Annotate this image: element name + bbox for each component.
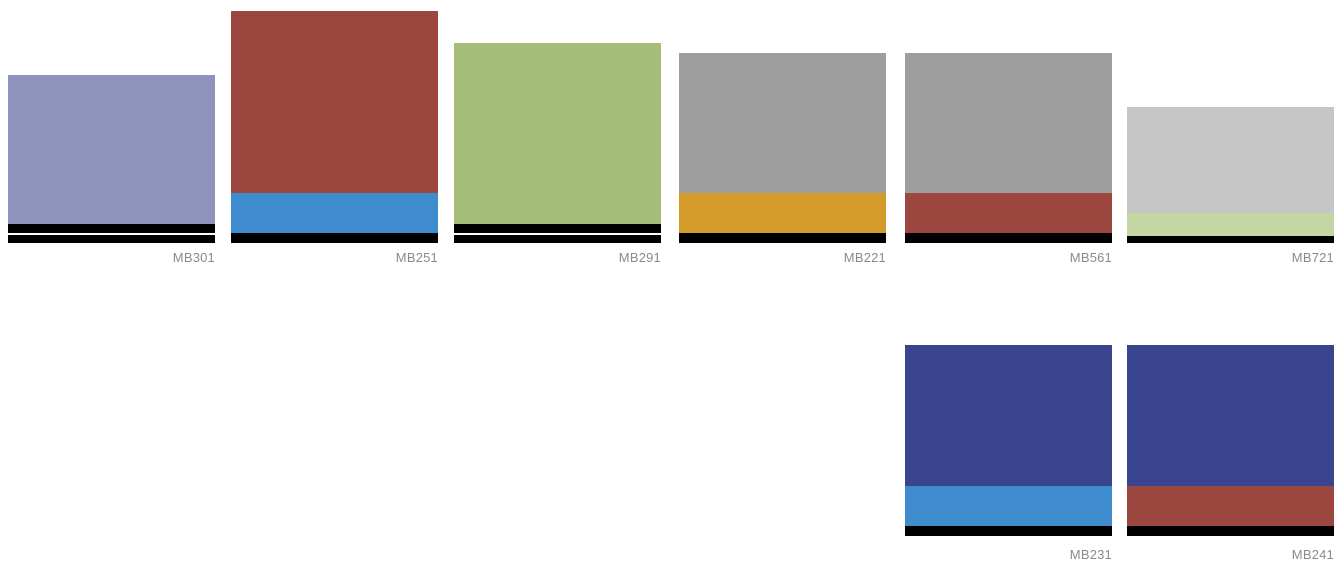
swatch-mb231[interactable]: MB231 bbox=[905, 300, 1112, 562]
color-band bbox=[231, 11, 438, 193]
color-band bbox=[454, 233, 661, 235]
color-band bbox=[1127, 486, 1334, 526]
swatch-color-stack bbox=[231, 11, 438, 243]
swatch-color-stack bbox=[679, 53, 886, 243]
color-band bbox=[1127, 236, 1334, 243]
swatch-mb221[interactable]: MB221 bbox=[679, 0, 886, 275]
color-band bbox=[231, 193, 438, 233]
color-band bbox=[8, 224, 215, 233]
swatch-mb291[interactable]: MB291 bbox=[454, 0, 661, 275]
swatch-color-stack bbox=[8, 75, 215, 243]
swatch-color-stack bbox=[454, 43, 661, 243]
swatch-mb561[interactable]: MB561 bbox=[905, 0, 1112, 275]
color-band bbox=[679, 193, 886, 233]
swatch-label: MB301 bbox=[172, 250, 215, 265]
swatch-color-stack bbox=[1127, 107, 1334, 243]
color-band bbox=[905, 486, 1112, 526]
swatch-label: MB251 bbox=[395, 250, 438, 265]
color-band bbox=[8, 75, 215, 224]
color-band bbox=[231, 233, 438, 243]
color-band bbox=[905, 233, 1112, 243]
swatch-label: MB221 bbox=[843, 250, 886, 265]
swatch-color-stack bbox=[905, 53, 1112, 243]
color-band bbox=[8, 233, 215, 235]
color-band bbox=[1127, 213, 1334, 236]
color-band bbox=[905, 193, 1112, 233]
color-band bbox=[1127, 526, 1334, 536]
swatch-mb251[interactable]: MB251 bbox=[231, 0, 438, 275]
swatch-color-stack bbox=[1127, 345, 1334, 536]
swatch-color-stack bbox=[905, 345, 1112, 536]
swatch-mb301[interactable]: MB301 bbox=[8, 0, 215, 275]
color-band bbox=[1127, 345, 1334, 486]
color-band bbox=[905, 53, 1112, 193]
color-band bbox=[679, 233, 886, 243]
swatch-mb241[interactable]: MB241 bbox=[1127, 300, 1334, 562]
swatch-label: MB291 bbox=[618, 250, 661, 265]
swatch-label: MB721 bbox=[1291, 250, 1334, 265]
color-band bbox=[454, 235, 661, 243]
swatch-label: MB231 bbox=[1069, 547, 1112, 562]
swatch-label: MB561 bbox=[1069, 250, 1112, 265]
swatch-label: MB241 bbox=[1291, 547, 1334, 562]
color-band bbox=[454, 224, 661, 233]
color-band bbox=[905, 345, 1112, 486]
color-band bbox=[679, 53, 886, 193]
color-band bbox=[1127, 107, 1334, 213]
swatch-mb721[interactable]: MB721 bbox=[1127, 0, 1334, 275]
color-band bbox=[454, 43, 661, 224]
color-band bbox=[905, 526, 1112, 536]
color-band bbox=[8, 235, 215, 243]
